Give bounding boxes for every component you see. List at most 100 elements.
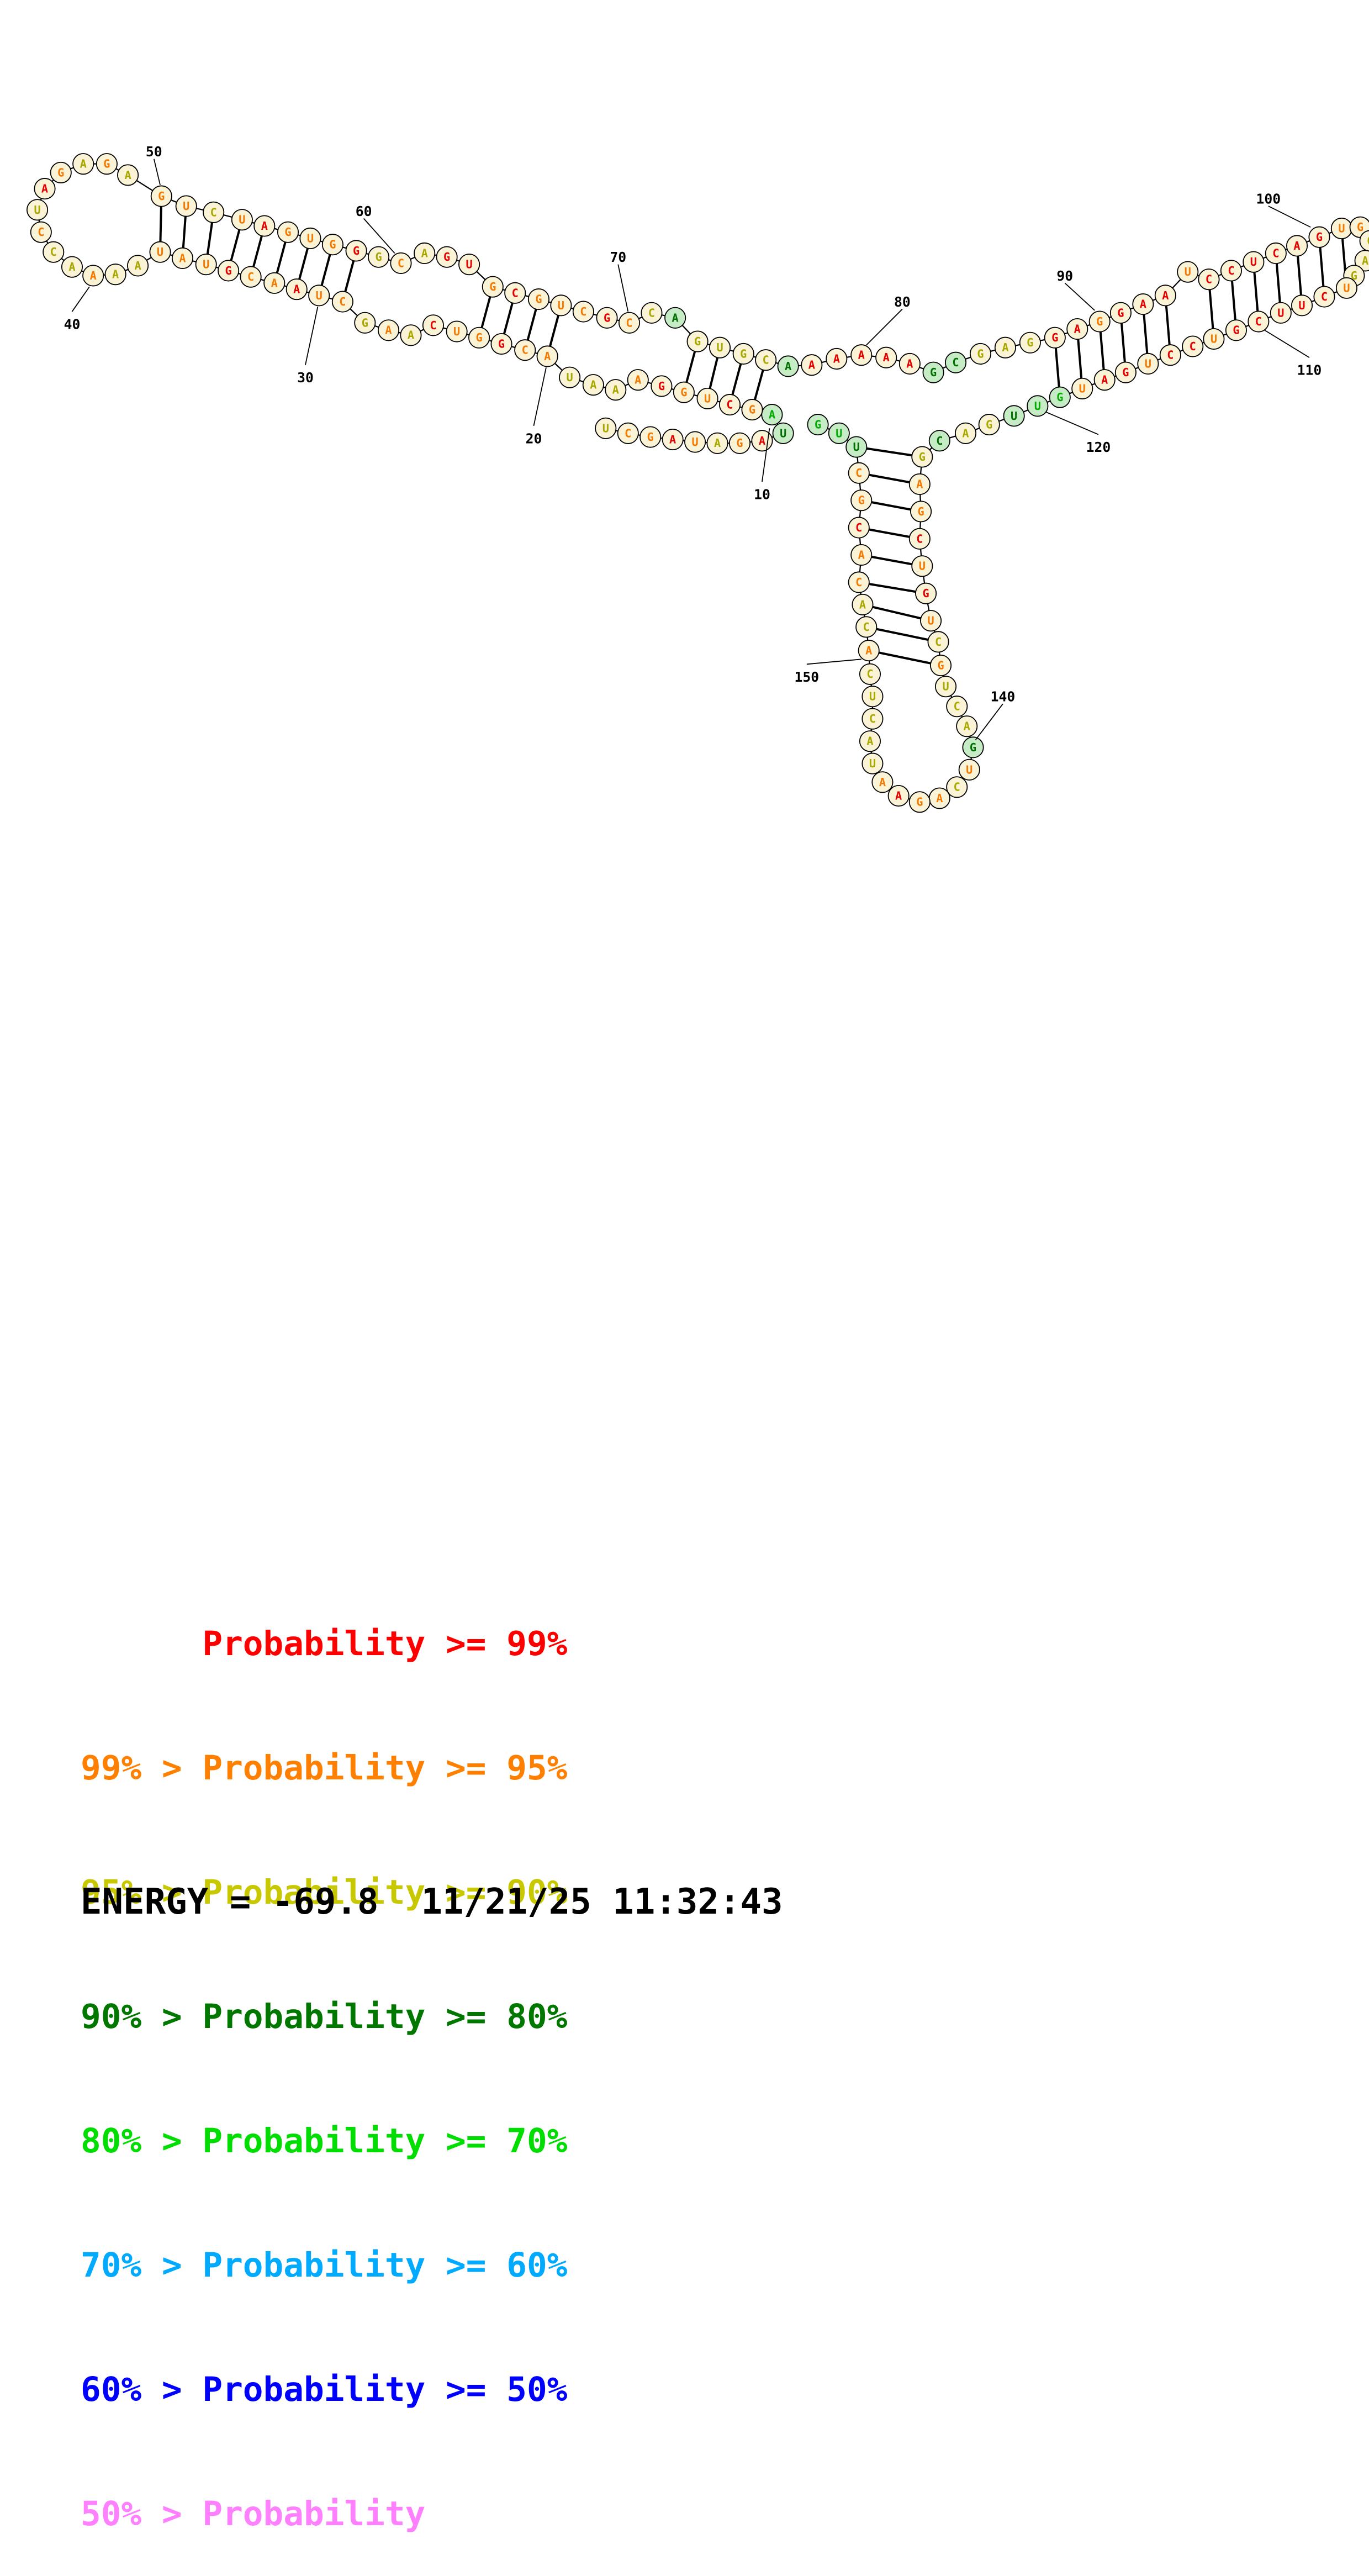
base-pair-bond [862, 603, 932, 622]
nucleotide [377, 319, 400, 341]
nucleotide-letter: G [1316, 230, 1323, 244]
nucleotide-letter: C [1321, 290, 1328, 303]
nucleotide [908, 473, 931, 495]
nucleotide [458, 254, 480, 276]
nucleotide [944, 351, 967, 373]
nucleotide-letter: U [869, 690, 876, 703]
nucleotide-letter: G [57, 166, 64, 179]
nucleotide [536, 345, 558, 367]
nucleotide-letter: C [855, 576, 862, 589]
nucleotide [850, 544, 873, 566]
nucleotide [400, 324, 422, 346]
legend-line-p60: 70% > Probability >= 60% [81, 2246, 568, 2285]
nucleotide [911, 446, 933, 468]
nucleotide-letter: G [680, 386, 687, 399]
nucleotide-letter: U [780, 426, 786, 440]
nucleotide [1248, 310, 1270, 333]
nucleotide-letter: A [1362, 254, 1368, 267]
nucleotide-letter: G [1056, 391, 1063, 404]
nucleotide [514, 339, 536, 361]
nucleotide [935, 676, 957, 698]
label-leader-line [1046, 412, 1099, 435]
nucleotide [962, 736, 984, 758]
nucleotide-letter: U [567, 371, 573, 384]
nucleotide [777, 355, 799, 377]
nucleotide [1109, 302, 1132, 324]
nucleotide [61, 256, 83, 278]
nucleotide-letter: G [658, 380, 665, 393]
nucleotide-letter: G [225, 264, 232, 277]
nucleotide [709, 336, 731, 359]
nucleotide-letter: C [626, 316, 632, 329]
nucleotide [195, 254, 217, 276]
nucleotide-letter: A [1162, 289, 1169, 302]
nucleotide [321, 234, 343, 256]
position-label: 40 [64, 317, 81, 333]
nucleotide-letter: A [962, 426, 969, 440]
nucleotide-letter: G [443, 250, 450, 264]
nucleotide-letter: U [1277, 306, 1284, 319]
nucleotide-letter: A [80, 157, 87, 171]
nucleotide [1203, 328, 1225, 350]
nucleotide [96, 153, 118, 175]
nucleotide-letter: A [635, 373, 641, 387]
nucleotide-letter: C [210, 206, 217, 219]
nucleotide [922, 361, 944, 383]
nucleotide [72, 153, 94, 175]
nucleotide-letter: G [1122, 366, 1129, 379]
nucleotide-letter: A [714, 436, 721, 450]
nucleotide-letter: A [179, 251, 186, 265]
nucleotide-letter: A [261, 219, 268, 233]
nucleotide [772, 422, 794, 444]
nucleotide [527, 288, 549, 310]
nucleotide-letter: G [498, 337, 505, 350]
nucleotide [651, 375, 673, 397]
nucleotide [367, 246, 390, 268]
position-label: 20 [526, 430, 542, 446]
nucleotide-letter: C [398, 256, 404, 270]
nucleotide [627, 369, 649, 391]
nucleotide-letter: G [919, 450, 926, 463]
nucleotide-letter: U [558, 299, 564, 312]
nucleotide-letter: U [453, 325, 460, 338]
nucleotide-letter: U [704, 392, 711, 405]
nucleotide-letter: C [1228, 264, 1234, 277]
base-pair-bond [866, 625, 939, 643]
position-label: 120 [1086, 439, 1111, 455]
nucleotide-letter: C [247, 270, 254, 283]
base-pair-bond [868, 649, 941, 667]
nucleotide-letter: G [647, 430, 654, 444]
position-label: 60 [356, 203, 372, 219]
nucleotide-letter: C [954, 781, 960, 794]
nucleotide-letter: G [930, 366, 937, 379]
nucleotide [117, 164, 139, 186]
nucleotide-letter: A [833, 352, 840, 365]
nucleotide-letter: G [158, 189, 165, 203]
nucleotide [43, 241, 65, 263]
nucleotide-letter: G [694, 335, 701, 348]
nucleotide-letter: U [1298, 299, 1305, 312]
nucleotide [956, 715, 978, 737]
nucleotide [871, 771, 894, 793]
nucleotide [1291, 294, 1313, 317]
nucleotide [127, 255, 149, 277]
nucleotide [1182, 335, 1204, 357]
nucleotide [861, 752, 884, 775]
nucleotide-letter: A [879, 776, 886, 789]
nucleotide-letter: C [954, 700, 960, 713]
nucleotide [582, 374, 604, 396]
nucleotide-letter: A [544, 350, 551, 363]
nucleotide [1019, 331, 1041, 354]
position-label: 140 [991, 689, 1016, 705]
nucleotide [954, 422, 977, 444]
nucleotide-letter: A [785, 360, 791, 373]
nucleotide-letter: A [936, 792, 943, 805]
label-leader-line [1264, 330, 1310, 358]
nucleotide-letter: C [936, 434, 943, 447]
nucleotide-letter: A [134, 259, 141, 272]
nucleotide [617, 422, 639, 444]
nucleotide-letter: A [590, 378, 596, 392]
nucleotide [958, 758, 980, 781]
nucleotide [30, 221, 52, 243]
nucleotide-letter: U [1079, 382, 1086, 395]
